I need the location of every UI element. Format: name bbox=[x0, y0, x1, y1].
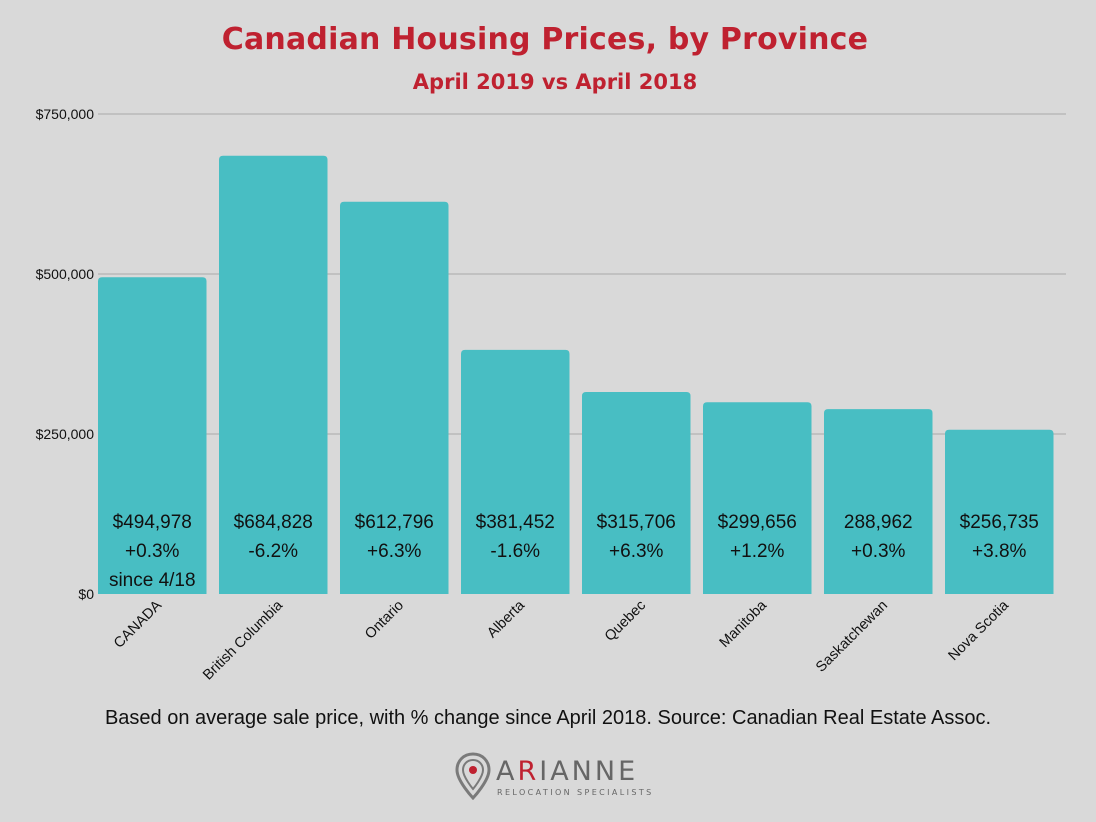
bar-data-label: $315,706 bbox=[597, 512, 676, 533]
bar-data-label: $494,978 bbox=[113, 512, 192, 533]
x-tick-label: Ontario bbox=[362, 598, 407, 643]
x-tick-label: Manitoba bbox=[717, 597, 771, 651]
bar-data-label: +6.3% bbox=[367, 541, 422, 562]
bar-data-label: $256,735 bbox=[960, 512, 1039, 533]
logo-tagline: RELOCATION SPECIALISTS bbox=[497, 788, 654, 797]
x-tick-label: Saskatchewan bbox=[813, 598, 891, 676]
bar bbox=[824, 409, 933, 594]
y-tick-label: $0 bbox=[78, 586, 94, 602]
bar-data-label: $299,656 bbox=[718, 512, 797, 533]
logo-letter-r: R bbox=[517, 756, 540, 787]
bar-data-label: $381,452 bbox=[476, 512, 555, 533]
chart-subtitle: April 2019 vs April 2018 bbox=[412, 70, 698, 94]
logo-letters-rest: IANNE bbox=[539, 756, 639, 787]
bar bbox=[98, 277, 207, 594]
bar-data-label: $684,828 bbox=[234, 512, 313, 533]
y-tick-label: $250,000 bbox=[36, 426, 95, 442]
bar-data-label: +3.8% bbox=[972, 541, 1027, 562]
bar-data-label: +0.3% bbox=[851, 541, 906, 562]
bar-data-label: +1.2% bbox=[730, 541, 785, 562]
bar-chart: $0 $250,000 $500,000 $750,000 $494,978 +0.3% s… bbox=[36, 106, 1066, 684]
bar bbox=[945, 429, 1054, 594]
x-tick-label: Nova Scotia bbox=[945, 597, 1012, 664]
bar bbox=[582, 391, 691, 594]
logo-letter-a: A bbox=[496, 756, 518, 787]
logo-wordmark: ARIANNE bbox=[496, 756, 638, 787]
bar-data-label: -1.6% bbox=[490, 541, 540, 562]
y-tick-label: $750,000 bbox=[36, 106, 95, 122]
bar-data-label: -6.2% bbox=[248, 541, 298, 562]
source-footnote: Based on average sale price, with % chan… bbox=[104, 707, 992, 729]
location-pin-icon bbox=[455, 752, 491, 800]
bar bbox=[461, 349, 570, 594]
x-tick-label: CANADA bbox=[111, 597, 165, 651]
x-tick-label: British Columbia bbox=[200, 597, 287, 684]
company-logo: ARIANNE RELOCATION SPECIALISTS bbox=[455, 752, 665, 802]
bar bbox=[219, 155, 328, 594]
bar-data-label: $612,796 bbox=[355, 512, 434, 533]
bar bbox=[340, 201, 449, 595]
chart-title: Canadian Housing Prices, by Province bbox=[221, 22, 869, 57]
x-tick-label: Alberta bbox=[484, 597, 528, 641]
bar bbox=[703, 402, 812, 594]
bar-data-label: 288,962 bbox=[844, 512, 913, 533]
x-tick-label: Quebec bbox=[602, 598, 649, 645]
bar-data-label: +0.3% bbox=[125, 541, 180, 562]
bar-data-label: +6.3% bbox=[609, 541, 664, 562]
y-tick-label: $500,000 bbox=[36, 266, 95, 282]
bar-data-label: since 4/18 bbox=[109, 570, 196, 591]
